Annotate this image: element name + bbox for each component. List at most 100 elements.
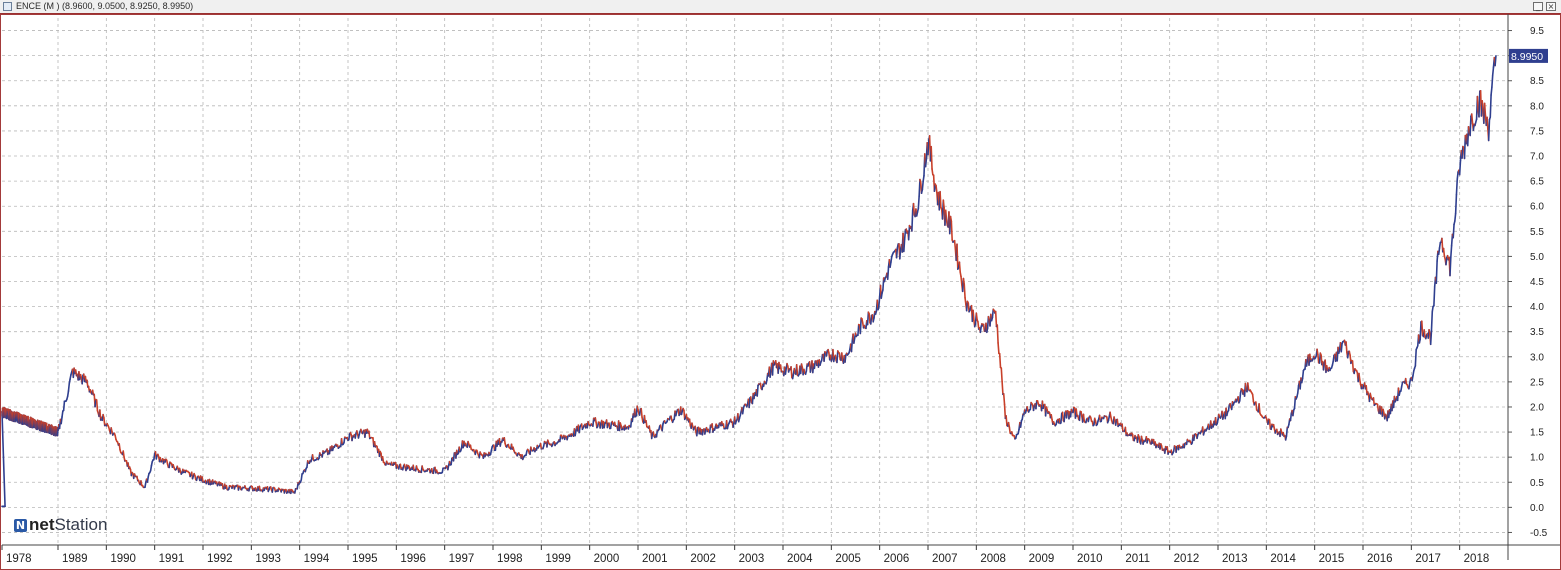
- price-segment: [958, 261, 962, 274]
- x-tick-label: 1998: [497, 553, 523, 565]
- price-segment: [539, 442, 543, 450]
- price-segment: [348, 433, 351, 441]
- x-tick-label: 2011: [1125, 553, 1150, 565]
- price-segment: [638, 408, 642, 416]
- price-segment: [1455, 178, 1459, 196]
- price-segment: [608, 422, 611, 430]
- y-tick-label: 1.0: [1530, 453, 1544, 464]
- price-segment: [368, 430, 371, 440]
- price-segment: [1340, 342, 1343, 353]
- price-segment: [1458, 159, 1462, 176]
- price-segment: [945, 219, 949, 227]
- price-segment: [890, 255, 893, 263]
- price-segment: [1491, 74, 1494, 88]
- price-segment: [340, 438, 344, 446]
- price-segment: [1467, 125, 1471, 134]
- price-segment: [841, 352, 844, 362]
- price-segment: [311, 454, 315, 461]
- price-segment: [836, 350, 839, 364]
- price-segment: [912, 202, 916, 216]
- price-segment: [1442, 247, 1446, 257]
- price-segment: [683, 409, 686, 421]
- price-segment: [95, 399, 99, 412]
- price-segment: [903, 229, 907, 241]
- price-segment: [930, 145, 933, 170]
- price-segment: [1078, 410, 1082, 422]
- price-segment: [67, 382, 71, 392]
- price-segment: [452, 452, 456, 462]
- x-tick-label: 2004: [787, 553, 813, 565]
- close-button[interactable]: ×: [1546, 2, 1556, 11]
- price-segment: [1075, 408, 1078, 417]
- y-tick-label: -0.5: [1530, 528, 1548, 539]
- price-segment: [1255, 401, 1258, 411]
- price-segment: [844, 354, 847, 363]
- price-segment: [1461, 145, 1464, 159]
- price-segment: [935, 184, 938, 194]
- x-axis: 1978 1989 1990 1991 1992 1993 1994 1995 1996 1997…: [1, 544, 1560, 565]
- last-price-badge: 8.9950: [1509, 48, 1548, 63]
- price-segment: [950, 220, 953, 241]
- price-segment: [991, 308, 995, 319]
- y-tick-label: 2.0: [1530, 402, 1544, 413]
- x-tick-label: 2009: [1029, 553, 1055, 565]
- price-segment: [1021, 413, 1024, 421]
- price-segment: [1437, 247, 1441, 256]
- price-segment: [1258, 403, 1261, 414]
- price-segment: [1345, 341, 1348, 354]
- price-segment: [645, 419, 648, 428]
- price-segment: [1430, 310, 1434, 332]
- price-segment: [924, 158, 928, 168]
- price-segment: [118, 443, 121, 451]
- price-segment: [1450, 244, 1453, 259]
- price-segment: [1449, 256, 1452, 277]
- price-segment: [962, 277, 966, 285]
- price-segment: [1423, 329, 1426, 339]
- price-segment: [878, 295, 881, 308]
- price-segment: [939, 190, 942, 209]
- x-tick-label: 2015: [1319, 553, 1345, 565]
- price-segment: [1481, 100, 1484, 110]
- price-segment: [103, 416, 106, 427]
- price-segment: [1358, 378, 1362, 386]
- x-tick-label: 1992: [207, 553, 233, 565]
- price-segment: [432, 467, 435, 475]
- price-segment: [922, 174, 925, 183]
- price-segment: [1316, 348, 1319, 356]
- price-segment: [1414, 348, 1417, 367]
- y-tick-label: 8.5: [1530, 76, 1544, 87]
- price-segment: [1002, 393, 1006, 406]
- price-segment: [982, 323, 986, 332]
- price-segment: [300, 473, 303, 481]
- price-segment: [972, 309, 975, 322]
- price-segment: [838, 352, 841, 361]
- price-segment: [1227, 404, 1231, 412]
- x-tick-label: 2017: [1415, 553, 1441, 565]
- x-tick-label: 2003: [739, 553, 765, 565]
- price-segment: [795, 364, 799, 376]
- price-segment: [1268, 419, 1272, 430]
- price-segment: [1098, 414, 1102, 423]
- price-segment: [343, 436, 346, 444]
- price-segment: [953, 239, 957, 250]
- price-segment: [1351, 360, 1355, 373]
- minimize-button[interactable]: _: [1533, 2, 1543, 11]
- price-segment: [1238, 391, 1242, 402]
- x-tick-label: 1990: [110, 553, 136, 565]
- price-segment: [1445, 256, 1448, 266]
- price-segment: [354, 432, 357, 439]
- price-segment: [1050, 413, 1053, 421]
- price-segment: [503, 436, 506, 445]
- price-segment: [1487, 118, 1491, 142]
- x-tick-label: 2007: [932, 553, 958, 565]
- price-segment: [122, 450, 125, 458]
- price-segment: [1470, 113, 1474, 125]
- price-segment: [899, 248, 902, 260]
- price-segment: [1372, 397, 1376, 407]
- price-segment: [911, 209, 914, 232]
- price-segment: [921, 180, 924, 191]
- y-tick-label: 5.0: [1530, 252, 1544, 263]
- y-tick-label: 4.5: [1530, 277, 1544, 288]
- last-price-label: 8.9950: [1511, 51, 1543, 63]
